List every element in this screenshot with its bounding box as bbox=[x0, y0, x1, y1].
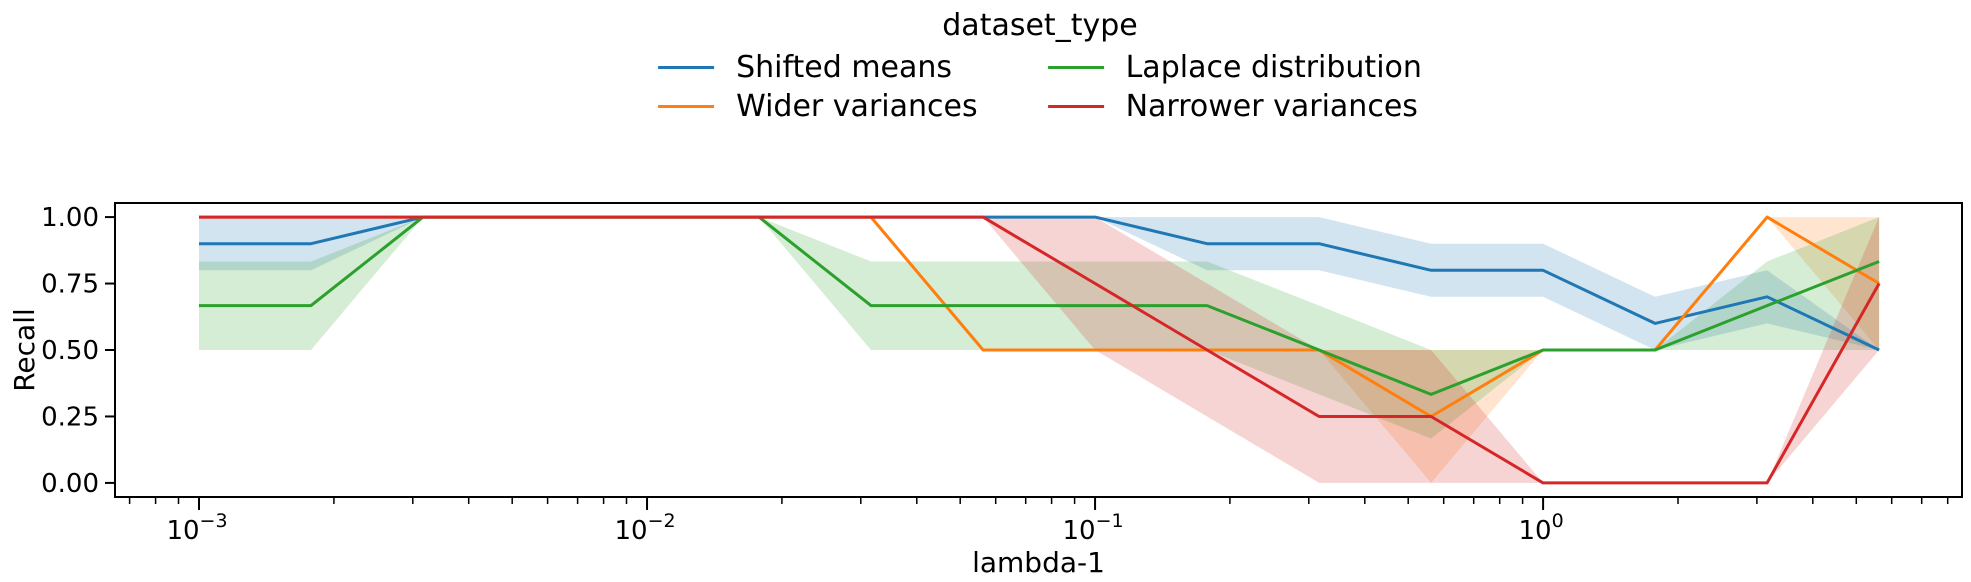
x-tick-label: 10−3 bbox=[166, 510, 227, 546]
legend-entry-narrower-variances: Narrower variances bbox=[1047, 89, 1422, 124]
x-tick-label: 100 bbox=[1518, 510, 1563, 546]
legend-line-swatch-shifted-means bbox=[658, 66, 715, 69]
y-tick-label: 0.50 bbox=[41, 336, 99, 366]
legend-line-swatch-laplace-distribution bbox=[1047, 66, 1104, 69]
y-axis: 0.00 0.25 0.50 0.75 1.00 bbox=[41, 203, 115, 499]
legend-line-swatch-narrower-variances bbox=[1047, 105, 1104, 108]
legend-label-narrower-variances: Narrower variances bbox=[1125, 89, 1418, 124]
y-axis-label: Recall bbox=[8, 308, 41, 392]
legend-grid: Shifted means Wider variances Laplace di… bbox=[658, 50, 1422, 124]
legend-entry-laplace-distribution: Laplace distribution bbox=[1047, 50, 1422, 85]
legend-entry-wider-variances: Wider variances bbox=[658, 89, 978, 124]
legend-label-laplace-distribution: Laplace distribution bbox=[1125, 50, 1422, 85]
legend-line-swatch-wider-variances bbox=[658, 105, 715, 108]
legend-label-shifted-means: Shifted means bbox=[736, 50, 953, 85]
x-minor-ticks bbox=[128, 497, 1949, 504]
band-narrower-variances bbox=[199, 217, 1880, 483]
y-tick-label: 0.25 bbox=[41, 402, 99, 432]
legend-entry-shifted-means: Shifted means bbox=[658, 50, 978, 85]
band-wider-variances bbox=[199, 217, 1880, 483]
y-tick-label: 1.00 bbox=[41, 203, 99, 233]
y-tick-label: 0.00 bbox=[41, 469, 99, 499]
y-tick-label: 0.75 bbox=[41, 270, 99, 300]
legend-label-wider-variances: Wider variances bbox=[736, 89, 978, 124]
x-axis: 10−3 10−2 10−1 100 bbox=[166, 497, 1564, 546]
band-shifted-means bbox=[199, 217, 1880, 350]
legend-title: dataset_type bbox=[942, 8, 1138, 43]
x-tick-label: 10−2 bbox=[614, 510, 675, 546]
series-lines bbox=[199, 215, 1881, 485]
legend: dataset_type Shifted means Wider varianc… bbox=[658, 8, 1422, 124]
line-narrower-variances bbox=[199, 215, 1881, 485]
x-tick-label: 10−1 bbox=[1063, 510, 1124, 546]
x-axis-label: lambda-1 bbox=[972, 546, 1105, 579]
